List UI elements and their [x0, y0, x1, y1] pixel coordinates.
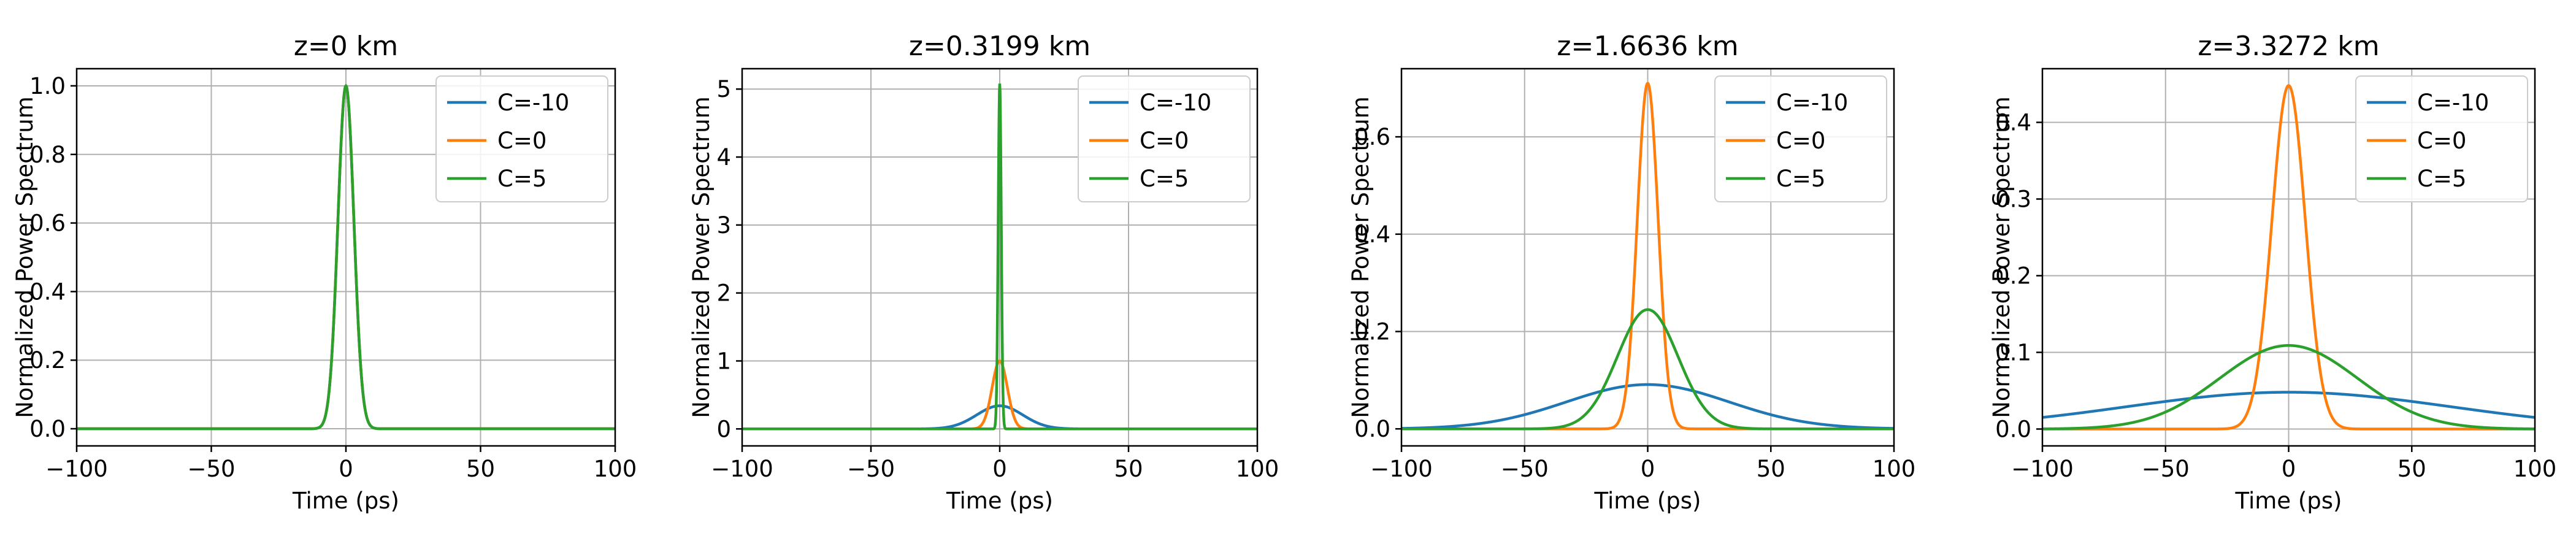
x-tick-label: −100: [1370, 456, 1433, 482]
y-tick-label: 0.3: [1995, 186, 2031, 213]
x-tick-label: 50: [466, 456, 495, 482]
x-tick-label: 0: [339, 456, 353, 482]
x-axis-label: Time (ps): [292, 488, 399, 514]
legend: C=-10 C=0 C=5: [1714, 75, 1887, 202]
subplot-title: z=1.6636 km: [1557, 31, 1738, 62]
x-tick-label: 0: [992, 456, 1007, 482]
x-tick-label: 100: [594, 456, 637, 482]
subplot-4: −100 −50 0 50 100 0.0 0.1 0.2 0.3 0.4 z=3.3272 km T…: [1988, 31, 2556, 514]
x-tick-label: 0: [2282, 456, 2296, 482]
y-tick-label: 2: [716, 280, 731, 307]
legend: C=-10 C=0 C=5: [435, 75, 608, 202]
x-tick-label: 100: [1873, 456, 1916, 482]
legend-box: [1078, 75, 1251, 202]
y-tick-label: 0.8: [29, 142, 66, 168]
y-tick-label: 0.0: [1354, 416, 1390, 442]
subplot-2: −100 −50 0 50 100 0 1 2 3 4 5 z=0.3199 km Time (ps) N…: [688, 31, 1279, 514]
legend-box: [2355, 75, 2528, 202]
y-tick-label: 0.4: [29, 278, 66, 305]
x-tick-label: 100: [2513, 456, 2557, 482]
x-tick-label: −50: [187, 456, 235, 482]
y-tick-label: 4: [716, 144, 731, 171]
y-tick-label: 0.1: [1995, 340, 2031, 366]
y-tick-label: 0.0: [1995, 416, 2031, 443]
y-tick-label: 3: [716, 212, 731, 239]
y-tick-label: 0.2: [29, 347, 66, 374]
subplot-title: z=0.3199 km: [909, 31, 1091, 62]
y-tick-label: 0.2: [1354, 319, 1390, 345]
legend-entry: C=5: [497, 166, 546, 192]
x-tick-label: 50: [2398, 456, 2426, 482]
series-line-c-10: [1401, 383, 1894, 430]
legend-entry: C=0: [1776, 128, 1825, 154]
subplot-1: −100 −50 0 50 100 0.0 0.2 0.4 0.6 0.8 1.0 z=0 km Tim…: [12, 31, 637, 514]
y-tick-label: 0.4: [1995, 110, 2031, 136]
y-axis-label: Normalized Power Spectrum: [1988, 96, 2015, 418]
x-tick-label: −50: [2142, 456, 2190, 482]
legend-entry: C=0: [497, 128, 546, 154]
subplot-title: z=3.3272 km: [2198, 31, 2379, 62]
x-axis-label: Time (ps): [1594, 488, 1701, 514]
legend-entry: C=0: [2417, 128, 2466, 154]
x-tick-label: 0: [1641, 456, 1655, 482]
series-line-c-10: [2042, 391, 2535, 419]
legend-entry: C=-10: [497, 90, 569, 116]
x-tick-label: 50: [1757, 456, 1785, 482]
x-tick-label: −100: [711, 456, 773, 482]
y-tick-label: 0: [716, 416, 731, 442]
legend-entry: C=-10: [2417, 90, 2489, 116]
y-axis-label: Normalized Power Spectrum: [688, 96, 715, 418]
x-axis-label: Time (ps): [2235, 488, 2342, 514]
x-tick-label: −100: [2011, 456, 2074, 482]
x-axis-label: Time (ps): [946, 488, 1053, 514]
y-tick-label: 0.4: [1354, 221, 1390, 248]
y-tick-label: 0.0: [29, 416, 66, 442]
series-line-c-0: [2042, 84, 2535, 431]
y-tick-label: 1.0: [29, 73, 66, 99]
legend-entry: C=5: [1776, 166, 1825, 192]
subplot-3: −100 −50 0 50 100 0.0 0.2 0.4 0.6 z=1.6636 km Time…: [1347, 31, 1915, 514]
y-axis-label: Normalized Power Spectrum: [1347, 96, 1374, 418]
x-tick-label: −50: [847, 456, 895, 482]
y-tick-label: 5: [716, 76, 731, 102]
y-tick-label: 0.2: [1995, 263, 2031, 289]
legend-entry: C=5: [2417, 166, 2466, 192]
series-line-c-5: [742, 83, 1257, 431]
y-tick-label: 0.6: [1354, 124, 1390, 150]
subplot-title: z=0 km: [294, 31, 398, 62]
x-tick-label: −50: [1501, 456, 1549, 482]
legend-box: [1714, 75, 1887, 202]
y-axis-label: Normalized Power Spectrum: [12, 96, 38, 418]
series-line-c-5: [1401, 308, 1894, 431]
x-tick-label: 50: [1114, 456, 1143, 482]
legend-entry: C=-10: [1776, 90, 1848, 116]
legend-entry: C=0: [1140, 128, 1189, 154]
legend-entry: C=5: [1140, 166, 1189, 192]
y-tick-label: 1: [716, 348, 731, 374]
series-line-c-5: [77, 83, 615, 431]
legend-entry: C=-10: [1140, 90, 1211, 116]
series-line-c-5: [2042, 344, 2535, 431]
legend-box: [435, 75, 608, 202]
y-tick-label: 0.6: [29, 210, 66, 237]
x-tick-label: 100: [1236, 456, 1279, 482]
legend: C=-10 C=0 C=5: [2355, 75, 2528, 202]
legend: C=-10 C=0 C=5: [1078, 75, 1251, 202]
x-tick-label: −100: [45, 456, 108, 482]
